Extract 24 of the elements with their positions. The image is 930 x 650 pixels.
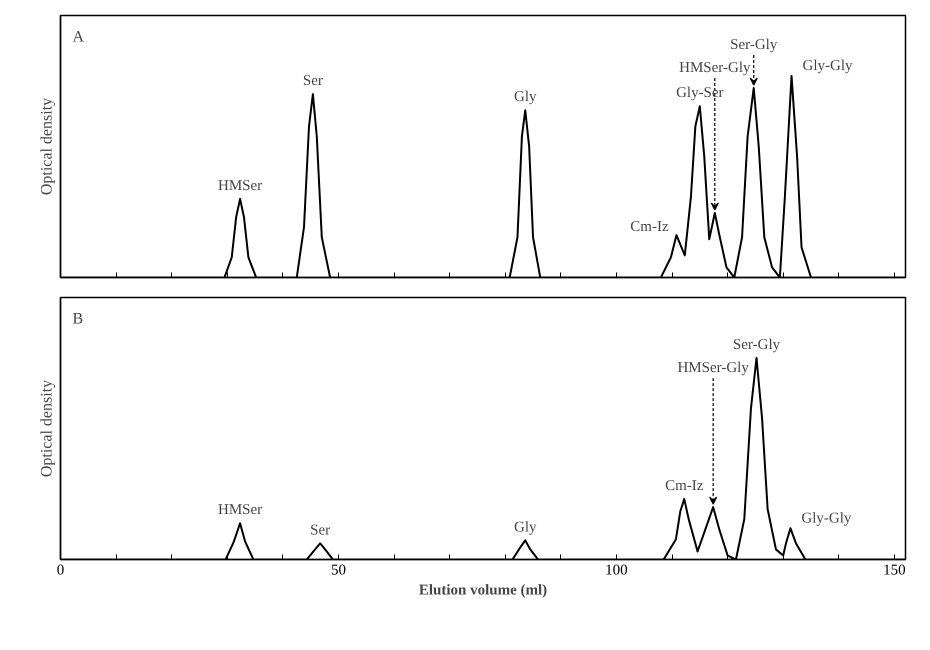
annotation: Cm-Iz <box>665 478 704 494</box>
x-tick-label: 50 <box>330 562 346 578</box>
annotation: Gly <box>514 89 537 106</box>
annotation: Gly-Ser <box>676 85 724 102</box>
x-tick-label: 0 <box>56 562 64 578</box>
annotation: HMSer-Gly <box>677 360 750 376</box>
annotation: Gly-Gly <box>801 510 852 526</box>
y-axis-title: Optical density <box>38 98 56 196</box>
annotation: Gly-Gly <box>802 58 854 74</box>
annotation: Ser <box>310 522 330 538</box>
text: B <box>72 310 84 328</box>
x-tick-label: 150 <box>883 562 906 578</box>
x-axis-title: Elution volume (ml) <box>418 582 548 598</box>
annotation: Ser-Gly <box>730 37 778 54</box>
x-tick-label: 100 <box>605 562 628 578</box>
text: A <box>72 28 84 46</box>
annotation: Gly <box>514 519 537 536</box>
annotation: Ser <box>302 73 323 90</box>
annotation: HMSer <box>218 178 262 194</box>
annotation: Cm-Iz <box>630 219 669 236</box>
annotation: HMSer-Gly <box>679 60 751 76</box>
annotation: Ser-Gly <box>732 336 781 353</box>
annotation: HMSer <box>218 502 262 518</box>
y-axis-title: Optical density <box>38 380 56 478</box>
